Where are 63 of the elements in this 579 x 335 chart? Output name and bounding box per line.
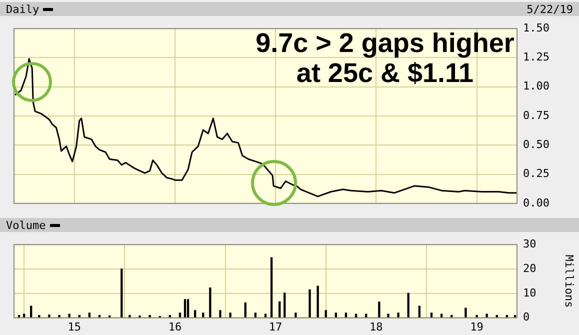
bar xyxy=(387,314,390,318)
y-axis-title: Millions xyxy=(562,254,576,308)
x-tick-label: 18 xyxy=(370,320,383,334)
y-tick-label: 20 xyxy=(523,262,536,275)
bar xyxy=(244,302,246,318)
bar xyxy=(184,299,186,318)
bar xyxy=(18,315,20,318)
chart-title: Daily xyxy=(6,2,40,16)
bar xyxy=(270,257,273,318)
bar xyxy=(334,312,337,318)
y-tick-label: 0 xyxy=(523,310,530,324)
bar xyxy=(514,315,516,318)
y-tick-label: 30 xyxy=(523,237,536,250)
annotation: 9.7c > 2 gaps higher at 25c & $1.11 xyxy=(254,28,516,88)
bar xyxy=(229,312,232,318)
bar xyxy=(430,312,433,318)
y-tick-label: 0.00 xyxy=(523,196,550,210)
bar xyxy=(78,315,80,318)
bar xyxy=(202,312,204,318)
bar xyxy=(284,292,286,318)
y-tick-label: 0.75 xyxy=(523,108,550,122)
y-tick-label: 0.25 xyxy=(523,167,550,180)
bar xyxy=(294,312,297,318)
bar xyxy=(278,301,281,318)
bar xyxy=(186,299,190,318)
x-tick-label: 19 xyxy=(470,320,484,334)
bar xyxy=(209,287,212,318)
x-tick-label: 16 xyxy=(168,320,182,334)
bar xyxy=(58,315,60,318)
bar xyxy=(88,312,91,318)
bar xyxy=(378,302,380,318)
bar xyxy=(344,312,348,318)
bar xyxy=(254,312,257,318)
bar xyxy=(476,315,478,318)
bar xyxy=(308,289,311,318)
x-tick-label: 15 xyxy=(68,320,81,334)
y-tick-label: 1.25 xyxy=(523,50,550,64)
bar xyxy=(397,312,400,318)
bar xyxy=(324,310,327,318)
bar xyxy=(506,315,508,318)
y-tick-label: 1.50 xyxy=(523,21,550,34)
bar xyxy=(316,286,319,318)
chart-title: Volume xyxy=(6,218,46,232)
bar xyxy=(194,310,196,318)
bar xyxy=(219,310,222,318)
y-tick-label: 0.50 xyxy=(523,138,550,151)
bar xyxy=(450,315,453,318)
bar xyxy=(496,315,498,318)
x-tick-label: 17 xyxy=(268,320,282,334)
bar xyxy=(168,315,172,318)
bar xyxy=(128,315,131,318)
bar xyxy=(148,315,151,318)
bar xyxy=(98,315,101,318)
bar xyxy=(407,292,410,318)
bar xyxy=(120,268,123,318)
y-tick-label: 10 xyxy=(523,286,536,300)
bar xyxy=(178,312,182,318)
bar xyxy=(464,308,467,318)
bar xyxy=(48,314,50,318)
bar xyxy=(38,315,40,318)
bar xyxy=(486,314,488,318)
y-tick-label: 1.00 xyxy=(523,80,550,93)
text: 5/22/19 xyxy=(526,2,573,16)
